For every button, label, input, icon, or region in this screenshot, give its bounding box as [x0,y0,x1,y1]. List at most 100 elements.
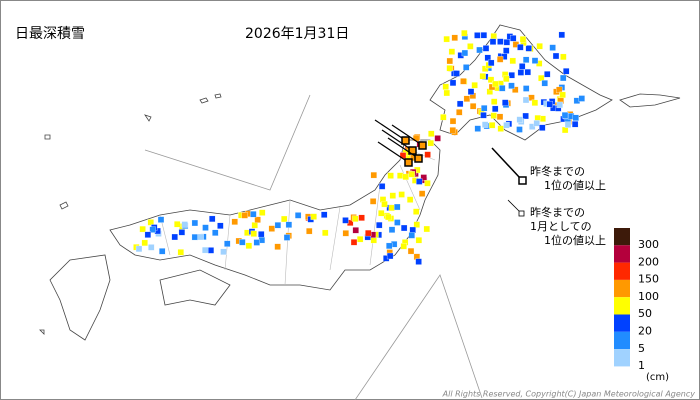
station [481,121,489,128]
station [408,171,415,178]
station [522,96,530,104]
station [212,229,219,236]
station [517,44,524,51]
annotation-symbols [491,147,527,217]
station [424,180,431,187]
title: 日最深積雪 [15,26,85,42]
station [559,91,566,99]
station [135,245,143,253]
legend-label: 100 [638,290,659,303]
station [283,234,291,241]
station [224,240,231,247]
record-pointer [374,119,406,141]
station [484,54,491,61]
station [428,130,435,137]
station [509,57,516,65]
station [409,226,416,234]
station [492,80,499,88]
station [149,226,156,233]
station [499,85,506,92]
station [365,229,372,237]
station [356,236,364,243]
station [538,74,545,82]
legend-swatch [614,314,630,332]
station [144,231,152,238]
station [561,126,569,134]
station [471,82,478,89]
station [400,224,408,232]
legend-label: 50 [638,307,652,320]
legend-swatch [614,262,630,280]
station [563,68,570,75]
station [517,69,525,76]
date: 2026年1月31日 [245,26,349,42]
station [481,65,489,72]
station [541,80,548,87]
record-station [418,141,427,150]
station [388,204,395,212]
station [496,113,504,120]
station [274,222,282,229]
station [502,99,509,106]
station [560,74,567,82]
station [376,221,383,229]
station [519,36,527,43]
station [490,112,497,119]
station [525,45,532,52]
station [231,218,238,225]
station [398,191,405,198]
station [443,89,450,97]
record-station [401,136,410,145]
legend-label: 300 [638,238,659,251]
legend-label: 20 [638,325,652,338]
legend-label: 150 [638,273,659,286]
station [202,224,209,231]
station [449,117,457,125]
record-pointer [387,137,419,159]
station [241,212,248,219]
station [310,213,317,220]
station [476,46,483,54]
station [139,225,146,233]
station [420,174,427,181]
station [191,219,199,227]
record-pointer [377,141,409,163]
station [492,105,499,113]
station [461,49,469,57]
station [446,65,453,72]
station [503,39,511,46]
legend-label: 1 [638,359,645,372]
station [207,247,215,254]
station [171,233,178,241]
stations [133,29,585,265]
station [463,95,471,102]
station [522,56,530,63]
station [370,171,377,179]
station [497,38,504,45]
annotation-line: 昨冬までの [530,205,585,219]
station [482,45,490,52]
station [285,221,293,228]
station [544,71,551,78]
station [469,103,477,110]
station [418,190,426,197]
station [489,38,497,45]
station [508,82,515,89]
station [523,85,530,92]
station [427,139,434,147]
station [516,126,523,133]
copyright: All Rights Reserved, Copyright(C) Japan … [442,390,696,399]
station [322,229,329,237]
station [250,211,257,218]
station [560,53,567,61]
station [381,200,388,208]
legend-swatch [614,297,630,315]
station [453,70,460,77]
station [446,57,453,65]
station [274,243,281,250]
station [571,121,579,128]
station [461,29,468,37]
legend-swatch [614,279,630,298]
station [358,214,365,221]
